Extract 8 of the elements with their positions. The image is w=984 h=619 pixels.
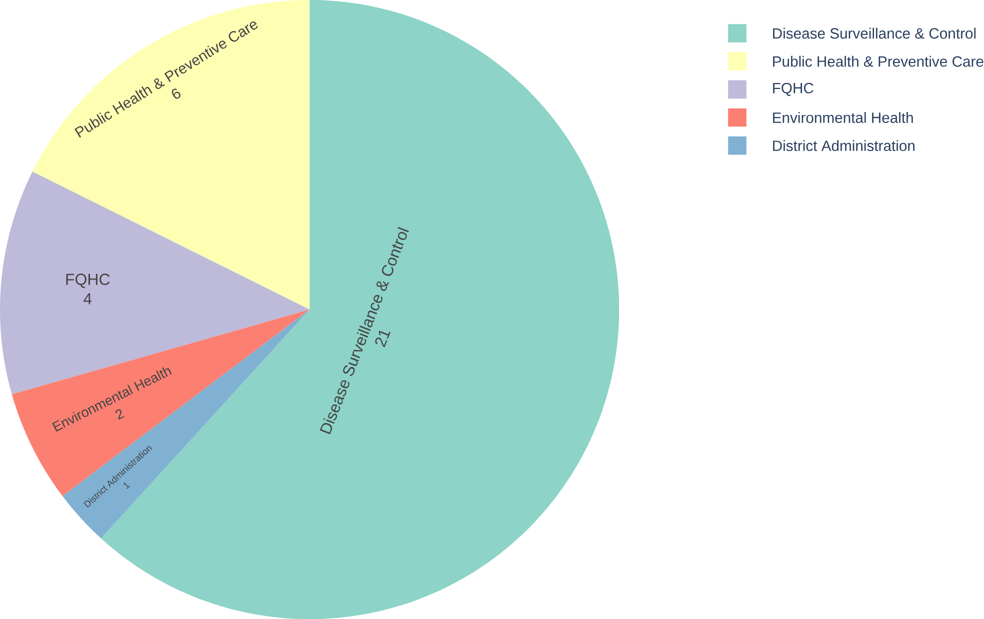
legend-label: Disease Surveillance & Control: [773, 28, 976, 39]
legend-label: Environmental Health: [773, 112, 913, 123]
legend-label: Public Health & Preventive Care: [773, 56, 984, 67]
legend-label: FQHC: [773, 82, 814, 96]
legend-label: District Administration: [773, 140, 914, 151]
data-label: 4: [84, 293, 92, 304]
data-label: 6: [172, 88, 180, 99]
slice-label: FQHC: [66, 274, 110, 288]
